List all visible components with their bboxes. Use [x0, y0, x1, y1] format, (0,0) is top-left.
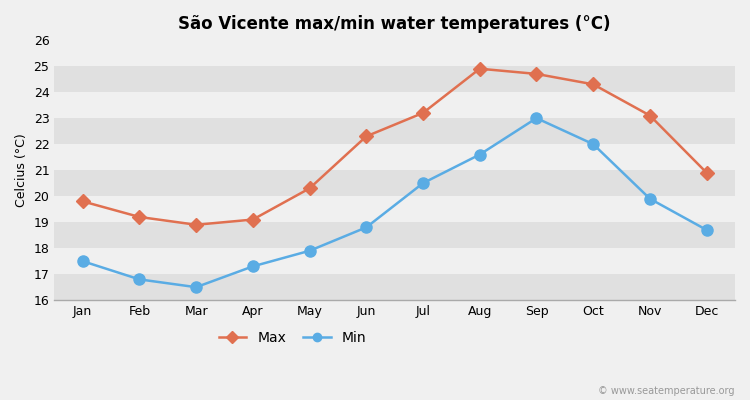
Bar	[54, 222, 735, 248]
Bar	[54, 118, 735, 144]
Bar	[54, 196, 735, 222]
Bar	[54, 40, 735, 66]
Bar	[54, 144, 735, 170]
Bar	[54, 92, 735, 118]
Bar	[54, 66, 735, 92]
Title: São Vicente max/min water temperatures (°C): São Vicente max/min water temperatures (…	[178, 15, 611, 33]
Y-axis label: Celcius (°C): Celcius (°C)	[15, 133, 28, 207]
Bar	[54, 170, 735, 196]
Legend: Max, Min: Max, Min	[213, 325, 372, 350]
Text: © www.seatemperature.org: © www.seatemperature.org	[598, 386, 735, 396]
Bar	[54, 274, 735, 300]
Bar	[54, 248, 735, 274]
